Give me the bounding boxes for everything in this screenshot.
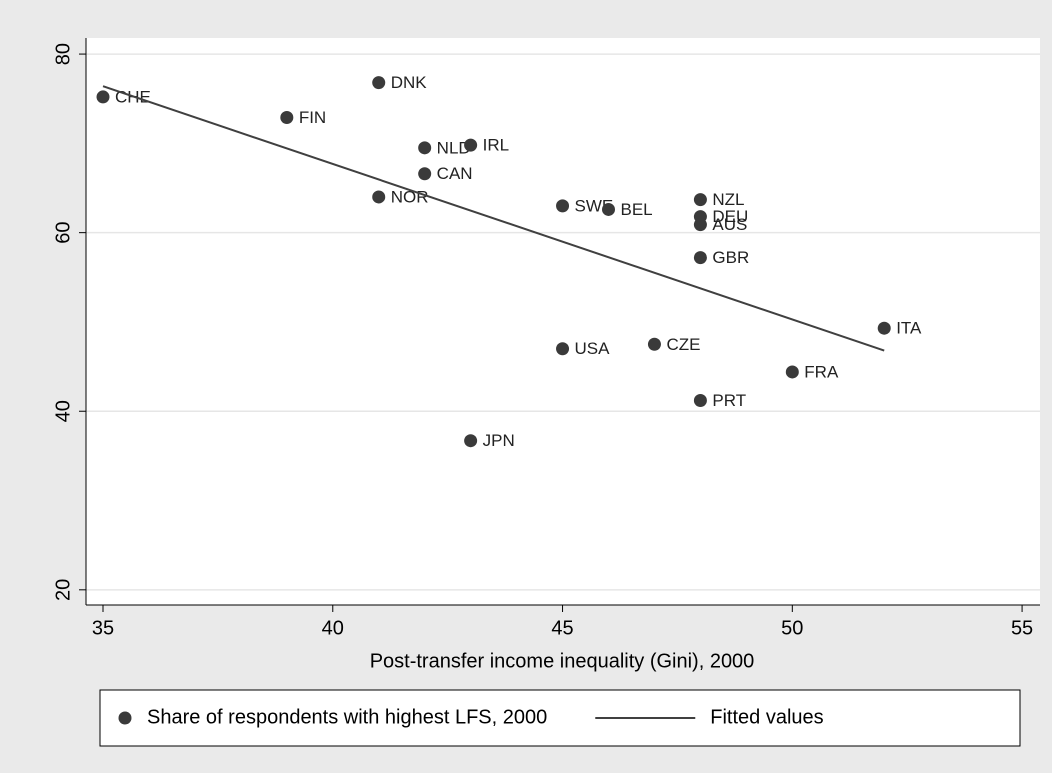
point-label: CAN [437, 164, 473, 183]
point [464, 434, 478, 448]
plot-area [86, 38, 1040, 605]
y-tick-label: 80 [52, 43, 74, 65]
point [556, 342, 570, 356]
point-label: AUS [712, 215, 747, 234]
legend-label: Fitted values [710, 706, 823, 728]
x-tick-label: 40 [322, 617, 344, 639]
point-label: FIN [299, 108, 326, 127]
point [693, 394, 707, 408]
legend-marker [118, 711, 132, 725]
y-tick-label: 40 [52, 400, 74, 422]
point [693, 251, 707, 265]
point-label: NLD [437, 138, 471, 157]
point [693, 193, 707, 207]
point-label: JPN [483, 431, 515, 450]
legend [99, 689, 1021, 747]
x-tick-label: 45 [551, 617, 573, 639]
point-label: BEL [620, 200, 652, 219]
point [280, 110, 294, 124]
point [418, 141, 432, 155]
point-label: IRL [483, 136, 509, 155]
y-tick-label: 60 [52, 222, 74, 244]
point [601, 202, 615, 216]
point-label: NZL [712, 190, 744, 209]
point [464, 138, 478, 152]
point [647, 337, 661, 351]
legend-label: Share of respondents with highest LFS, 2… [147, 706, 547, 728]
x-tick-label: 55 [1011, 617, 1033, 639]
point-label: GBR [712, 248, 749, 267]
point [785, 365, 799, 379]
x-axis-title: Post-transfer income inequality (Gini), … [370, 650, 755, 672]
x-tick-label: 50 [781, 617, 803, 639]
point [96, 90, 110, 104]
point [372, 76, 386, 90]
point-label: FRA [804, 362, 839, 381]
y-tick-label: 20 [52, 579, 74, 601]
point [556, 199, 570, 213]
point [418, 167, 432, 181]
point-label: DNK [391, 73, 428, 92]
point-label: ITA [896, 319, 922, 338]
point [877, 321, 891, 335]
point-label: USA [575, 339, 611, 358]
point-label: CZE [666, 335, 700, 354]
point [372, 190, 386, 204]
point-label: PRT [712, 391, 746, 410]
point-label: DEU [712, 207, 748, 226]
point [693, 218, 707, 232]
fit-line [102, 85, 885, 352]
x-tick-label: 35 [92, 617, 114, 639]
